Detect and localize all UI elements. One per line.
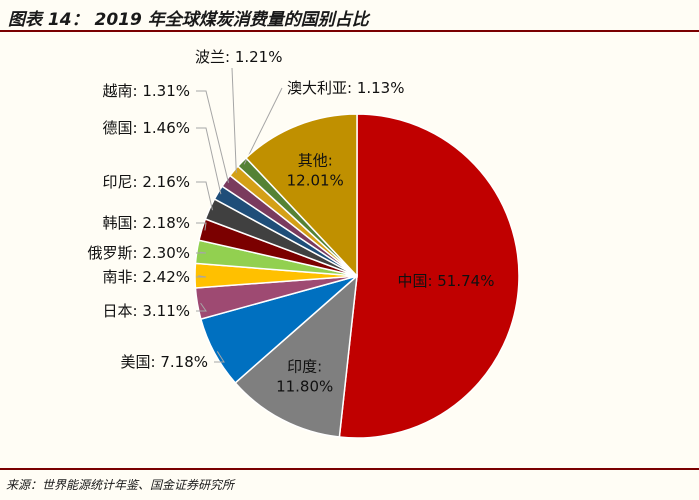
- data-label-韩国: 韩国: 2.18%: [103, 214, 190, 232]
- data-label-俄罗斯: 俄罗斯: 2.30%: [88, 244, 190, 262]
- title-divider: [0, 30, 699, 32]
- data-label-澳大利亚: 澳大利亚: 1.13%: [287, 79, 404, 97]
- leader-line-俄罗斯: [196, 251, 207, 254]
- chart-title: 图表 14： 2019 年全球煤炭消费量的国别占比: [8, 10, 369, 30]
- leader-line-南非: [196, 275, 207, 278]
- leader-line-韩国: [196, 222, 207, 231]
- pie-slice-其他: [244, 113, 358, 278]
- data-label-日本: 日本: 3.11%: [103, 302, 190, 320]
- leader-line-日本: [196, 302, 207, 312]
- leader-line-印尼: [196, 181, 213, 211]
- data-label-印度-name: 印度:: [287, 358, 322, 376]
- footer-divider: [0, 468, 699, 470]
- pie-slice-印度: [234, 274, 358, 438]
- data-label-印尼: 印尼: 2.16%: [103, 173, 190, 191]
- source-note: 来源：世界能源统计年鉴、国金证券研究所: [6, 478, 235, 492]
- leader-line-德国: [196, 127, 222, 195]
- data-label-印度-value: 11.80%: [276, 378, 333, 396]
- data-label-中国: 中国: 51.74%: [397, 272, 494, 290]
- pie-slice-中国: [338, 113, 520, 439]
- title-bar: 图表 14： 2019 年全球煤炭消费量的国别占比: [0, 0, 699, 30]
- pie-chart-area: 中国: 51.74% 印度: 11.80% 美国: 7.18% 日本: 3.11% 南非:…: [0, 32, 699, 468]
- pie-chart: 中国: 51.74% 印度: 11.80% 美国: 7.18% 日本: 3.11% 南非:…: [88, 48, 520, 439]
- data-label-其他-value: 12.01%: [287, 172, 344, 190]
- data-label-美国: 美国: 7.18%: [121, 353, 208, 371]
- leader-line-越南: [196, 90, 229, 183]
- leader-line-波兰: [231, 67, 237, 173]
- leader-line-澳大利亚: [243, 87, 283, 165]
- data-label-其他-name: 其他:: [298, 152, 333, 170]
- leader-line-美国: [214, 351, 225, 363]
- data-label-越南: 越南: 1.31%: [103, 82, 190, 100]
- data-label-南非: 南非: 2.42%: [103, 268, 190, 286]
- data-label-波兰: 波兰: 1.21%: [195, 48, 282, 66]
- data-label-德国: 德国: 1.46%: [103, 119, 190, 137]
